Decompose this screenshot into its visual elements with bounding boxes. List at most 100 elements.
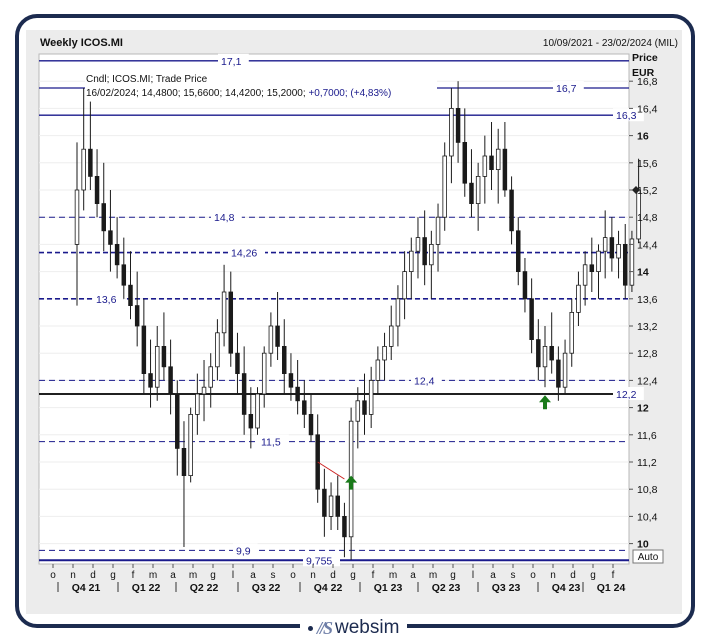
x-tick-label: l <box>472 570 474 581</box>
level-label-bg <box>218 53 249 67</box>
candle-body <box>342 515 347 538</box>
candle-body <box>602 237 608 252</box>
x-quarter-label: Q1 22 <box>132 582 161 594</box>
candle-body <box>616 243 621 259</box>
y-tick-label: 15,2 <box>637 185 658 197</box>
level-label-bg <box>228 245 265 259</box>
last-price-marker <box>632 186 640 194</box>
x-quarter-label: Q1 23 <box>374 582 403 594</box>
candle-body <box>228 291 234 354</box>
x-tick-label: d <box>330 570 336 581</box>
level-label-bg <box>258 434 289 448</box>
candle-body <box>576 284 581 313</box>
x-tick-label: f <box>132 570 135 581</box>
candle-body <box>509 189 514 232</box>
candle-body <box>302 400 307 415</box>
candle-body <box>121 264 127 286</box>
candle-body <box>596 250 601 272</box>
price-chart: 17,116,716,314,814,2613,612,412,211,59,9… <box>38 37 678 594</box>
candle-body <box>235 352 240 375</box>
candle-body <box>181 447 187 476</box>
candle-body <box>429 243 434 266</box>
y-tick-label: 13,2 <box>637 321 658 333</box>
candle-body <box>248 413 254 429</box>
chart-panel: 17,1 16,7 16,3 14,8 14,26 13,6 12,4 12,2 11,5 9,9… <box>26 30 682 614</box>
y-tick-label: 10,8 <box>637 484 658 496</box>
level-label-bg <box>233 543 258 557</box>
x-tick-label: n <box>310 570 316 581</box>
x-quarter-label: Q3 23 <box>492 582 521 594</box>
candle-body <box>368 379 374 415</box>
candle-body <box>308 413 314 436</box>
candle-body <box>288 373 294 388</box>
level-label-bg <box>211 210 242 224</box>
svg-text:Auto: Auto <box>638 552 659 563</box>
x-tick-label: o <box>50 570 56 581</box>
candle-body <box>268 325 274 354</box>
chart-title: Weekly ICOS.MI <box>40 37 123 49</box>
auto-button[interactable]: Auto <box>632 549 664 564</box>
candle-body <box>388 325 394 347</box>
x-tick-label: f <box>612 570 615 581</box>
x-quarter-label: Q4 21 <box>72 582 101 594</box>
candle-body <box>362 400 367 415</box>
candle-body <box>355 400 361 422</box>
candle-body <box>215 332 220 368</box>
info-series-label: Cndl; ICOS.MI; Trade Price <box>86 74 208 85</box>
level-label: 13,6 <box>96 294 117 306</box>
x-tick-label: a <box>490 570 496 581</box>
level-label-bg <box>613 387 644 400</box>
candle-body <box>128 284 133 306</box>
y-tick-label: 16,4 <box>637 103 658 115</box>
y-tick-label: 12,8 <box>637 348 658 360</box>
websim-logo: //S websim <box>300 616 408 640</box>
candle-body <box>402 271 407 300</box>
date-range: 10/09/2021 - 23/02/2024 (MIL) <box>543 38 678 49</box>
x-tick-label: g <box>350 570 356 581</box>
level-label: 16,3 <box>616 110 637 122</box>
y-tick-label: 10,4 <box>637 511 658 523</box>
y-tick-label: 10 <box>637 539 649 551</box>
candle-body <box>328 495 334 517</box>
x-quarter-label: Q2 22 <box>190 582 219 594</box>
candle-body <box>282 345 287 374</box>
level-label: 9,755 <box>306 555 332 567</box>
buy-arrow-icon <box>539 395 552 410</box>
candle-body <box>449 108 454 157</box>
candle-body <box>542 345 548 368</box>
candle-body <box>455 108 461 143</box>
x-axis: o n d g f m a m g l a s o n d g f m a m g l a s o n d g f Q4 21 Q1 22 Q… <box>50 564 625 594</box>
info-ohlc-values: 16/02/2024; 14,4800; 15,6600; 14,4200; 1… <box>86 88 391 99</box>
price-axis-label: Price <box>632 52 658 64</box>
candle-body <box>275 325 280 347</box>
candle-body <box>489 155 494 170</box>
x-tick-label: n <box>550 570 556 581</box>
level-label: 17,1 <box>221 56 242 68</box>
x-tick-label: o <box>290 570 296 581</box>
candle-body <box>435 216 441 245</box>
candle-body <box>422 237 427 266</box>
candle-body <box>295 386 300 402</box>
trend-line <box>317 461 345 480</box>
level-label-bg <box>553 81 584 94</box>
level-label: 14,26 <box>231 248 257 260</box>
y-tick-label: 16 <box>637 131 649 143</box>
level-label: 11,5 <box>261 437 281 449</box>
websim-mark-icon: //S <box>317 617 333 638</box>
y-tick-label: 13,6 <box>637 294 658 306</box>
candle-body <box>442 155 447 218</box>
candle-body <box>609 237 615 259</box>
x-quarter-label: Q4 22 <box>314 582 343 594</box>
candle-body <box>589 264 595 273</box>
candle-body <box>562 352 568 388</box>
candle-body <box>101 203 106 232</box>
info-change-value: +0,7000; (+4,83%) <box>308 88 391 99</box>
y-tick-label: 15,6 <box>637 158 658 170</box>
level-label: 12,2 <box>616 389 637 401</box>
x-quarter-label: Q3 22 <box>252 582 281 594</box>
y-tick-label: 16,8 <box>637 76 658 88</box>
candle-body <box>108 230 113 245</box>
candle-body <box>88 148 93 177</box>
y-tick-label: 11,6 <box>637 430 657 442</box>
level-lines: 17,1 16,7 16,3 14,8 14,26 13,6 12,4 12,2 11,5 9,9… <box>39 53 644 567</box>
